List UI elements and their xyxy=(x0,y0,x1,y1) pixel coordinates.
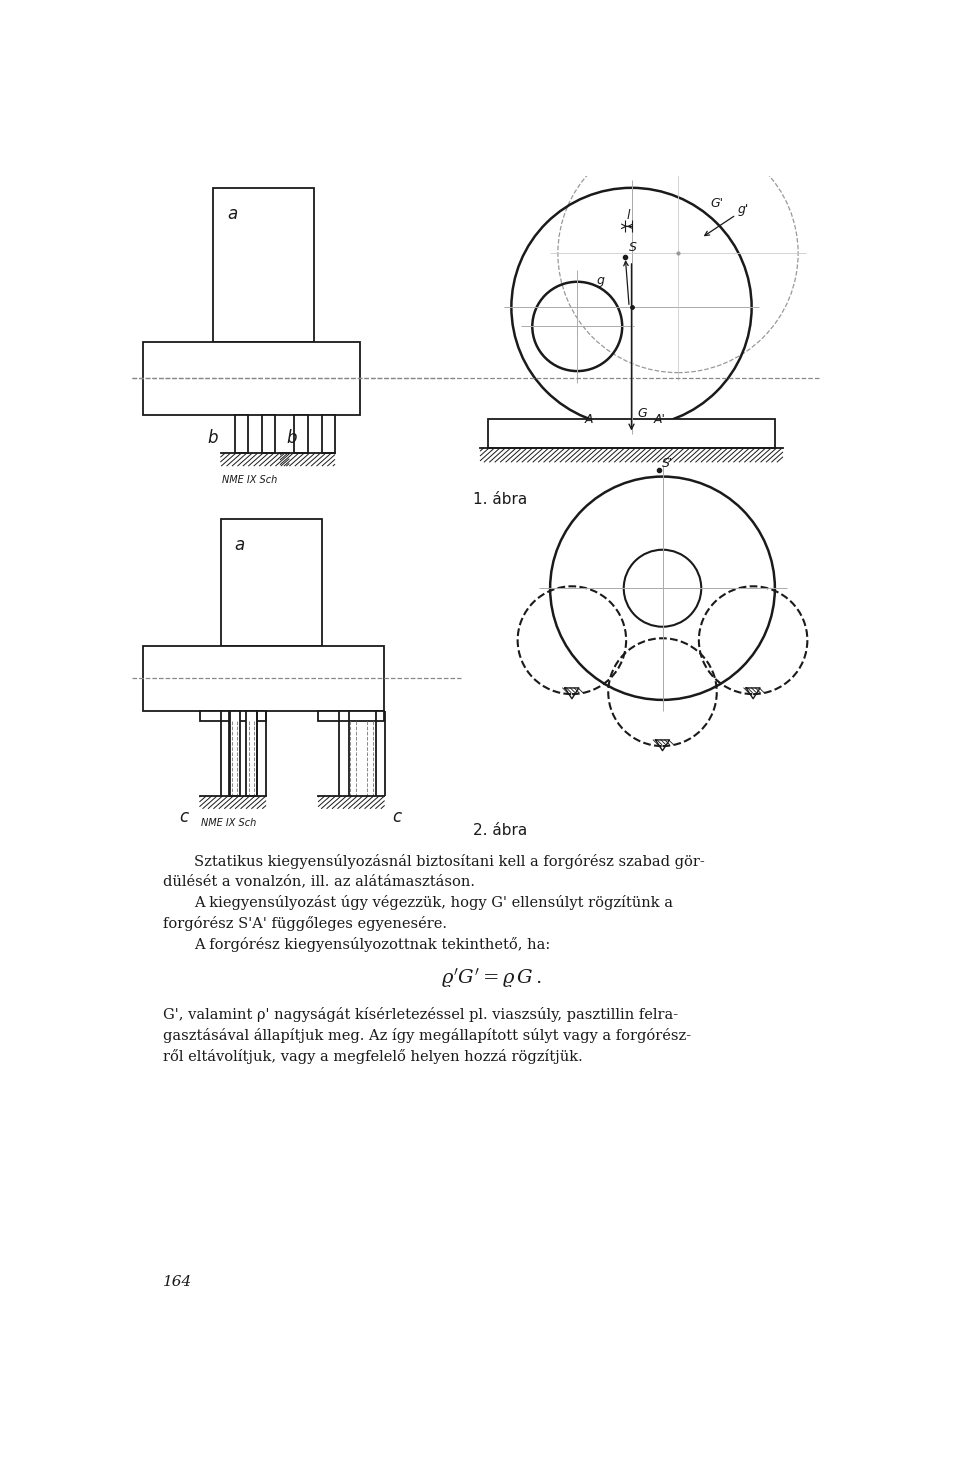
Text: b: b xyxy=(207,429,218,447)
Text: A forgórész kiegyensúlyozottnak tekinthető, ha:: A forgórész kiegyensúlyozottnak tekinthe… xyxy=(194,937,550,952)
Bar xyxy=(143,646,383,711)
Text: b: b xyxy=(287,429,298,447)
Text: NME IX Sch: NME IX Sch xyxy=(202,818,256,827)
Bar xyxy=(234,414,248,454)
Text: gasztásával állapítjuk meg. Az így megállapított súlyt vagy a forgórész-: gasztásával állapítjuk meg. Az így megál… xyxy=(162,1028,691,1043)
Text: S: S xyxy=(629,241,637,254)
Text: A': A' xyxy=(653,413,665,426)
Text: A kiegyensúlyozást úgy végezzük, hogy G' ellensúlyt rögzítünk a: A kiegyensúlyozást úgy végezzük, hogy G'… xyxy=(194,896,673,911)
Text: c: c xyxy=(180,808,188,826)
Text: G', valamint ρ' nagyságát kísérletezéssel pl. viaszsúly, pasztillin felra-: G', valamint ρ' nagyságát kísérletezésse… xyxy=(162,1008,678,1022)
Text: ről eltávolítjuk, vagy a megfelelő helyen hozzá rögzítjük.: ről eltávolítjuk, vagy a megfelelő helye… xyxy=(162,1049,583,1064)
Text: a: a xyxy=(227,204,237,223)
Text: 2. ábra: 2. ábra xyxy=(472,823,527,839)
Text: a: a xyxy=(234,536,245,554)
Text: G': G' xyxy=(710,197,724,210)
Text: G: G xyxy=(637,407,647,420)
Text: forgórész S'A' függőleges egyenesére.: forgórész S'A' függőleges egyenesére. xyxy=(162,917,446,931)
Bar xyxy=(213,188,314,342)
Text: S': S' xyxy=(661,457,673,470)
Bar xyxy=(322,414,335,454)
Text: NME IX Sch: NME IX Sch xyxy=(223,474,277,485)
Text: 1. ábra: 1. ábra xyxy=(472,492,527,507)
Bar xyxy=(319,711,384,721)
Text: Sztatikus kiegyensúlyozásnál biztosítani kell a forgórész szabad gör-: Sztatikus kiegyensúlyozásnál biztosítani… xyxy=(194,853,705,868)
Text: l: l xyxy=(627,209,630,222)
Bar xyxy=(246,711,257,796)
Bar xyxy=(262,414,275,454)
Text: 164: 164 xyxy=(162,1275,192,1288)
Text: g: g xyxy=(596,275,605,286)
Bar xyxy=(488,419,775,448)
Text: dülését a vonalzón, ill. az alátámasztáson.: dülését a vonalzón, ill. az alátámasztás… xyxy=(162,874,474,889)
Text: A: A xyxy=(585,413,593,426)
Text: c: c xyxy=(392,808,401,826)
Bar xyxy=(143,342,360,414)
Bar xyxy=(295,414,307,454)
Bar xyxy=(228,711,240,796)
Bar xyxy=(200,711,266,721)
Text: $\varrho' G' = \varrho\,G\,.$: $\varrho' G' = \varrho\,G\,.$ xyxy=(442,967,542,990)
Text: g': g' xyxy=(737,203,749,216)
Bar xyxy=(221,519,322,646)
